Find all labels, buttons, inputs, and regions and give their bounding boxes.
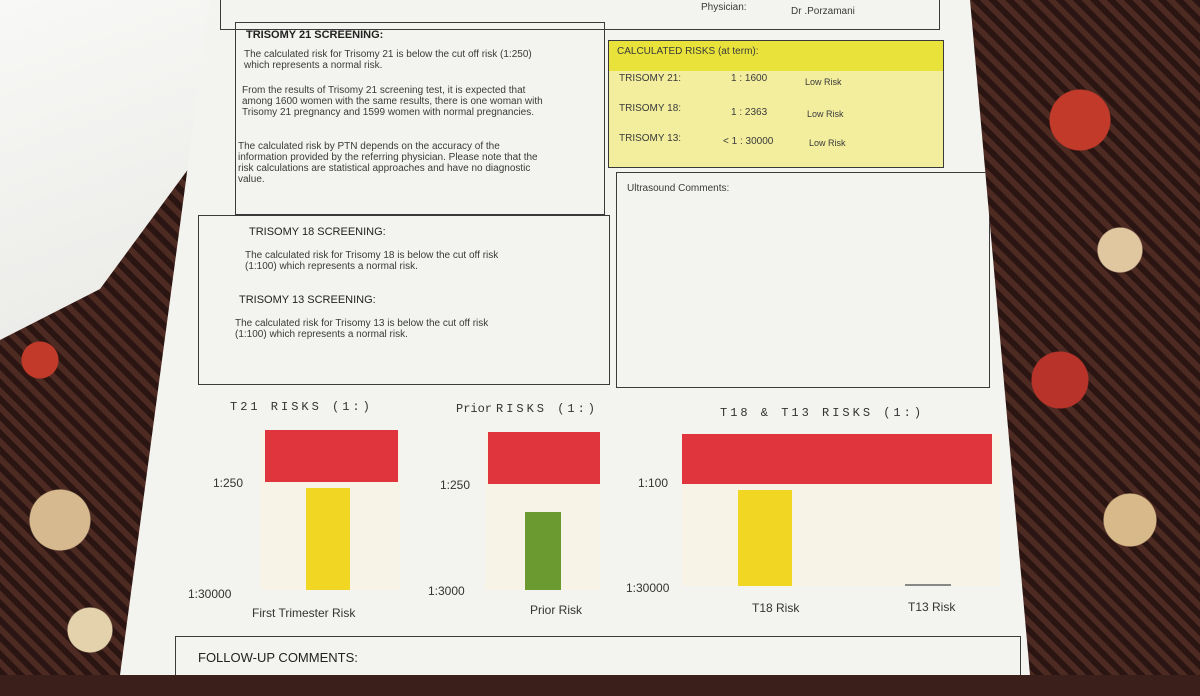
t21-bar-first-trimester [306, 488, 350, 590]
header-box: Physician: Dr .Porzamani [220, 0, 940, 30]
t18-paragraph: The calculated risk for Trisomy 18 is be… [245, 250, 499, 272]
t13-title: TRISOMY 13 SCREENING: [239, 294, 376, 306]
physician-name: Dr .Porzamani [791, 6, 855, 17]
prior-tick-top: 1:250 [440, 478, 471, 492]
t13-x-label: T13 Risk [908, 600, 956, 614]
t21-tick-bottom: 1:30000 [188, 587, 232, 601]
t21-title: TRISOMY 21 SCREENING: [246, 29, 384, 41]
t21-paragraph-1: The calculated risk for Trisomy 21 is be… [244, 49, 532, 71]
physician-label: Physician: [701, 2, 747, 13]
t18-t13-tick-top: 1:100 [638, 476, 669, 490]
calculated-risks-title: CALCULATED RISKS (at term): [617, 46, 759, 57]
t18-title: TRISOMY 18 SCREENING: [249, 226, 386, 238]
t21-cutoff-zone [265, 430, 398, 482]
prior-chart-title-prefix: Prior [456, 402, 493, 416]
follow-up-comments-label: FOLLOW-UP COMMENTS: [198, 650, 358, 665]
prior-cutoff-zone [488, 432, 600, 484]
ultrasound-comments-label: Ultrasound Comments: [627, 183, 730, 194]
t13-bar [905, 584, 951, 586]
t21-x-label: First Trimester Risk [252, 606, 356, 620]
t18-t13-cutoff-zone [682, 434, 992, 484]
t21-paragraph-3: The calculated risk by PTN depends on th… [238, 141, 538, 185]
follow-up-comments-box: FOLLOW-UP COMMENTS: [175, 636, 1021, 675]
report-sheet: Physician: Dr .Porzamani TRISOMY 21 SCRE… [120, 0, 1030, 675]
t21-tick-top: 1:250 [213, 476, 244, 490]
ultrasound-comments-box: Ultrasound Comments: [616, 172, 990, 388]
t21-paragraph-2: From the results of Trisomy 21 screening… [242, 85, 543, 118]
t18-t13-chart-title: T18 & T13 RISKS (1:) [720, 406, 925, 420]
t18-x-label: T18 Risk [752, 601, 800, 615]
t21-chart-title: T21 RISKS (1:) [230, 400, 373, 414]
t21-screening-box: TRISOMY 21 SCREENING: The calculated ris… [235, 22, 605, 215]
prior-tick-bottom: 1:3000 [428, 584, 465, 598]
t18-t13-screening-box: TRISOMY 18 SCREENING: The calculated ris… [198, 215, 610, 385]
t18-t13-tick-bottom: 1:30000 [626, 581, 670, 595]
calculated-risks-header [609, 41, 943, 71]
t18-bar [738, 490, 792, 586]
prior-chart-title: RISKS (1:) [496, 402, 599, 416]
prior-x-label: Prior Risk [530, 603, 583, 617]
prior-bar [525, 512, 561, 590]
t13-paragraph: The calculated risk for Trisomy 13 is be… [235, 318, 489, 340]
calculated-risks-box: CALCULATED RISKS (at term): TRISOMY 21: … [608, 40, 944, 168]
